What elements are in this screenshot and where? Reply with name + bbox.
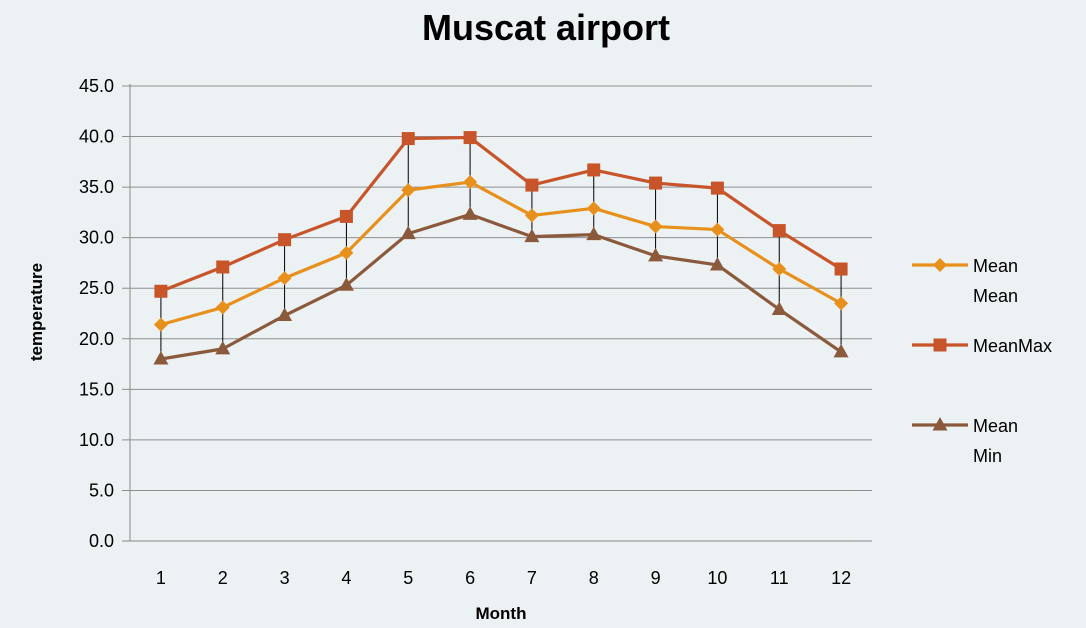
data-point [463, 175, 478, 190]
data-point [216, 260, 230, 274]
x-tick-label: 10 [707, 568, 727, 588]
y-tick-labels: 0.0 5.0 10.0 15.0 20.0 25.0 30.0 35.0 40.0 45.0 [79, 76, 114, 551]
x-tick-label: 3 [280, 568, 290, 588]
data-point [648, 219, 663, 234]
data-point [154, 284, 168, 298]
data-point [401, 132, 415, 146]
data-point [834, 296, 849, 311]
data-point [771, 301, 787, 315]
data-point [710, 222, 725, 237]
data-point [462, 206, 478, 220]
y-tick-label: 0.0 [89, 531, 114, 551]
data-point [710, 181, 724, 195]
data-point [649, 176, 663, 190]
x-axis-label: Month [476, 604, 527, 623]
legend-swatch-marker [932, 417, 948, 431]
legend-item: MeanMax [912, 336, 1052, 356]
legend-label: MeanMax [973, 336, 1052, 356]
x-tick-label: 5 [403, 568, 413, 588]
data-point [339, 209, 353, 223]
y-tick-label: 10.0 [79, 430, 114, 450]
data-point [772, 262, 787, 277]
series-1 [154, 131, 848, 298]
y-tick-label: 5.0 [89, 480, 114, 500]
x-tick-label: 7 [527, 568, 537, 588]
series-line [160, 180, 842, 327]
series-line [160, 135, 842, 293]
legend: Mean Mean MeanMax Mean Min [912, 256, 1052, 466]
chart-title: Muscat airport [422, 7, 670, 48]
legend-swatch-marker [933, 258, 947, 272]
x-tick-label: 1 [156, 568, 166, 588]
data-point [833, 343, 849, 358]
data-point [587, 163, 601, 177]
data-point [215, 300, 230, 315]
legend-label: Mean [973, 416, 1018, 436]
data-point [524, 208, 539, 223]
data-point [277, 271, 292, 286]
y-tick-label: 40.0 [79, 127, 114, 147]
x-tick-label: 8 [589, 568, 599, 588]
y-axis-label: temperature [27, 263, 46, 361]
data-point [524, 228, 540, 243]
data-point [586, 226, 602, 241]
series-group [153, 131, 849, 365]
series-0 [153, 175, 849, 332]
series-2 [153, 206, 849, 365]
y-tick-label: 35.0 [79, 177, 114, 197]
legend-item: Mean Min [912, 416, 1018, 466]
series-line [160, 212, 842, 361]
legend-item: Mean Mean [912, 256, 1018, 306]
data-point [400, 225, 416, 240]
x-tick-label: 2 [218, 568, 228, 588]
y-tick-label: 20.0 [79, 329, 114, 349]
data-point [525, 178, 539, 192]
y-tick-label: 15.0 [79, 379, 114, 399]
data-point [586, 201, 601, 216]
x-tick-label: 9 [651, 568, 661, 588]
y-tick-label: 25.0 [79, 278, 114, 298]
x-tick-labels: 1 2 3 4 5 6 7 8 9 10 11 12 [156, 568, 851, 588]
x-tick-label: 4 [341, 568, 351, 588]
gridlines [122, 84, 872, 542]
legend-label: Mean [973, 256, 1018, 276]
data-point [401, 183, 416, 198]
legend-label: Mean [973, 286, 1018, 306]
x-tick-label: 6 [465, 568, 475, 588]
data-point [339, 245, 354, 260]
data-point [215, 340, 231, 355]
legend-swatch-marker [933, 338, 947, 352]
data-point [153, 317, 168, 332]
data-point [772, 224, 786, 238]
data-point [278, 233, 292, 247]
data-point [709, 256, 725, 271]
data-point [834, 262, 848, 276]
data-point [338, 277, 354, 291]
data-point [648, 247, 664, 262]
y-tick-label: 30.0 [79, 228, 114, 248]
data-point [277, 307, 293, 322]
data-point [463, 131, 477, 145]
data-point [153, 351, 169, 365]
x-tick-label: 11 [770, 568, 789, 588]
legend-label: Min [973, 446, 1002, 466]
x-tick-label: 12 [831, 568, 851, 588]
y-tick-label: 45.0 [79, 76, 114, 96]
